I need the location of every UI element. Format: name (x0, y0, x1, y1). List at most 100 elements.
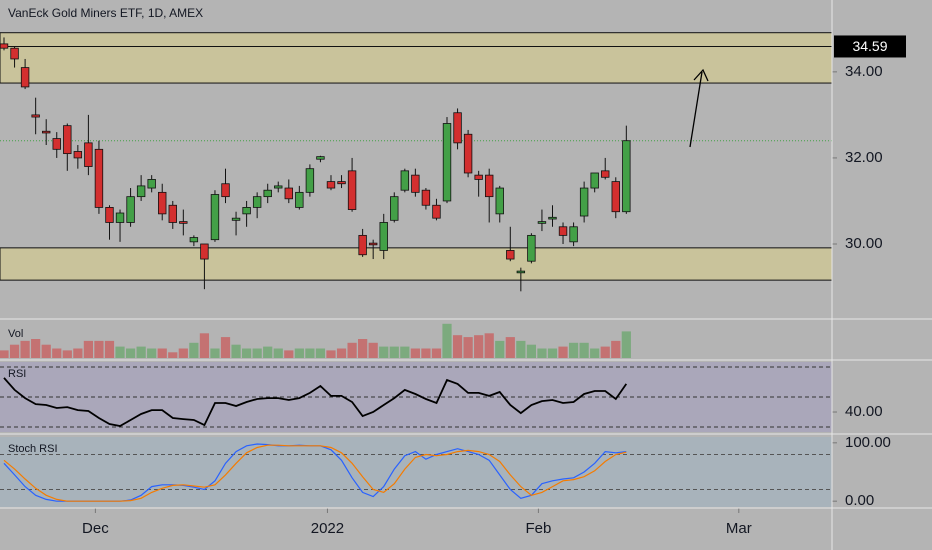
volume-bar (590, 348, 600, 358)
candle-body (20, 67, 30, 88)
candle-body (337, 181, 346, 185)
volume-bar (189, 342, 199, 358)
stoch-tick-label: 100.00 (845, 434, 891, 451)
volume-bar (526, 344, 536, 358)
candle-body (168, 204, 177, 223)
candle-body (73, 151, 83, 159)
volume-bar (52, 348, 62, 358)
volume-bar (579, 342, 589, 358)
candle-body (379, 222, 388, 251)
stoch-d-line (3, 444, 627, 502)
volume-bar (621, 331, 631, 358)
volume-bar (547, 348, 558, 358)
candle-body (84, 142, 93, 167)
volume-label: Vol (8, 328, 23, 340)
volume-bar (537, 348, 547, 358)
volume-bar (115, 346, 125, 358)
x-tick-label: Mar (726, 520, 752, 537)
volume-bar (210, 348, 220, 358)
volume-bar (157, 348, 167, 358)
volume-bar (104, 340, 115, 358)
price-tag (834, 35, 906, 58)
candle-body (590, 172, 599, 189)
y-tick-label: 32.00 (845, 149, 883, 166)
zone (0, 32, 833, 84)
volume-bar (400, 346, 410, 358)
volume-bar (147, 348, 157, 358)
volume-bar (252, 348, 262, 358)
arrow-head (693, 68, 709, 82)
volume-bar (284, 350, 294, 358)
candle-body (569, 226, 578, 243)
candle-body (242, 207, 251, 215)
candle-body (105, 207, 114, 223)
volume-bar (379, 346, 389, 358)
candle-body (421, 189, 431, 206)
volume-bar (83, 340, 93, 358)
candle-body (622, 140, 631, 213)
volume-bar (516, 340, 526, 358)
candle-body (485, 174, 494, 198)
volume-bar (389, 346, 399, 358)
candle-body (52, 138, 61, 150)
volume-bar (220, 337, 231, 358)
volume-bar (484, 333, 494, 358)
zone (0, 247, 833, 281)
candle-body (31, 114, 40, 118)
x-tick-label: Dec (82, 520, 109, 537)
volume-bar (336, 348, 347, 358)
volume-bar (326, 350, 336, 358)
candle-body (516, 270, 526, 274)
volume-bar (495, 340, 505, 358)
x-tick-label: 2022 (311, 520, 344, 537)
candle-body (495, 187, 504, 215)
candle-body (474, 174, 483, 180)
volume-bar (125, 348, 136, 358)
candle-body (41, 130, 51, 134)
volume-bar (168, 352, 178, 358)
candle-body (390, 196, 399, 221)
candle-body (179, 221, 188, 224)
volume-bar (294, 348, 304, 358)
candle-body (305, 168, 315, 193)
volume-bar (421, 348, 431, 358)
candle-body (453, 112, 462, 144)
volume-bar (305, 348, 315, 358)
candle-body (558, 226, 568, 236)
volume-bar (273, 348, 283, 358)
candle-body (400, 170, 410, 191)
candle-body (411, 174, 420, 193)
candle-body (210, 194, 220, 241)
volume-bar (31, 339, 41, 358)
volume-bar (94, 340, 104, 358)
volume-bar (410, 348, 420, 358)
candle-body (115, 212, 125, 223)
arrow (689, 71, 703, 148)
candle-body (158, 191, 167, 215)
volume-bar (463, 337, 473, 358)
volume-bar (558, 346, 568, 358)
volume-bar (242, 348, 252, 358)
candle-body (274, 185, 283, 189)
candle-body (252, 196, 262, 208)
rsi-line (3, 377, 628, 427)
candle-body (601, 170, 610, 178)
candle-body (326, 181, 336, 189)
volume-bar (368, 342, 378, 358)
volume-bar (263, 346, 273, 358)
volume-bar (315, 348, 326, 358)
volume-bar (62, 350, 72, 358)
candle-body (147, 179, 156, 189)
volume-bar (199, 333, 210, 358)
y-tick-label: 30.00 (845, 235, 883, 252)
price-tag-label: 34.59 (852, 38, 887, 54)
candle-body (579, 187, 589, 217)
volume-bar (136, 346, 146, 358)
volume-bar (568, 342, 579, 358)
candle-body (611, 181, 620, 213)
x-tick-label: Feb (525, 520, 551, 537)
stoch-tick-label: 0.00 (845, 492, 874, 509)
candle-body (316, 156, 325, 160)
volume-bar (611, 340, 621, 358)
stoch-background (0, 437, 832, 507)
